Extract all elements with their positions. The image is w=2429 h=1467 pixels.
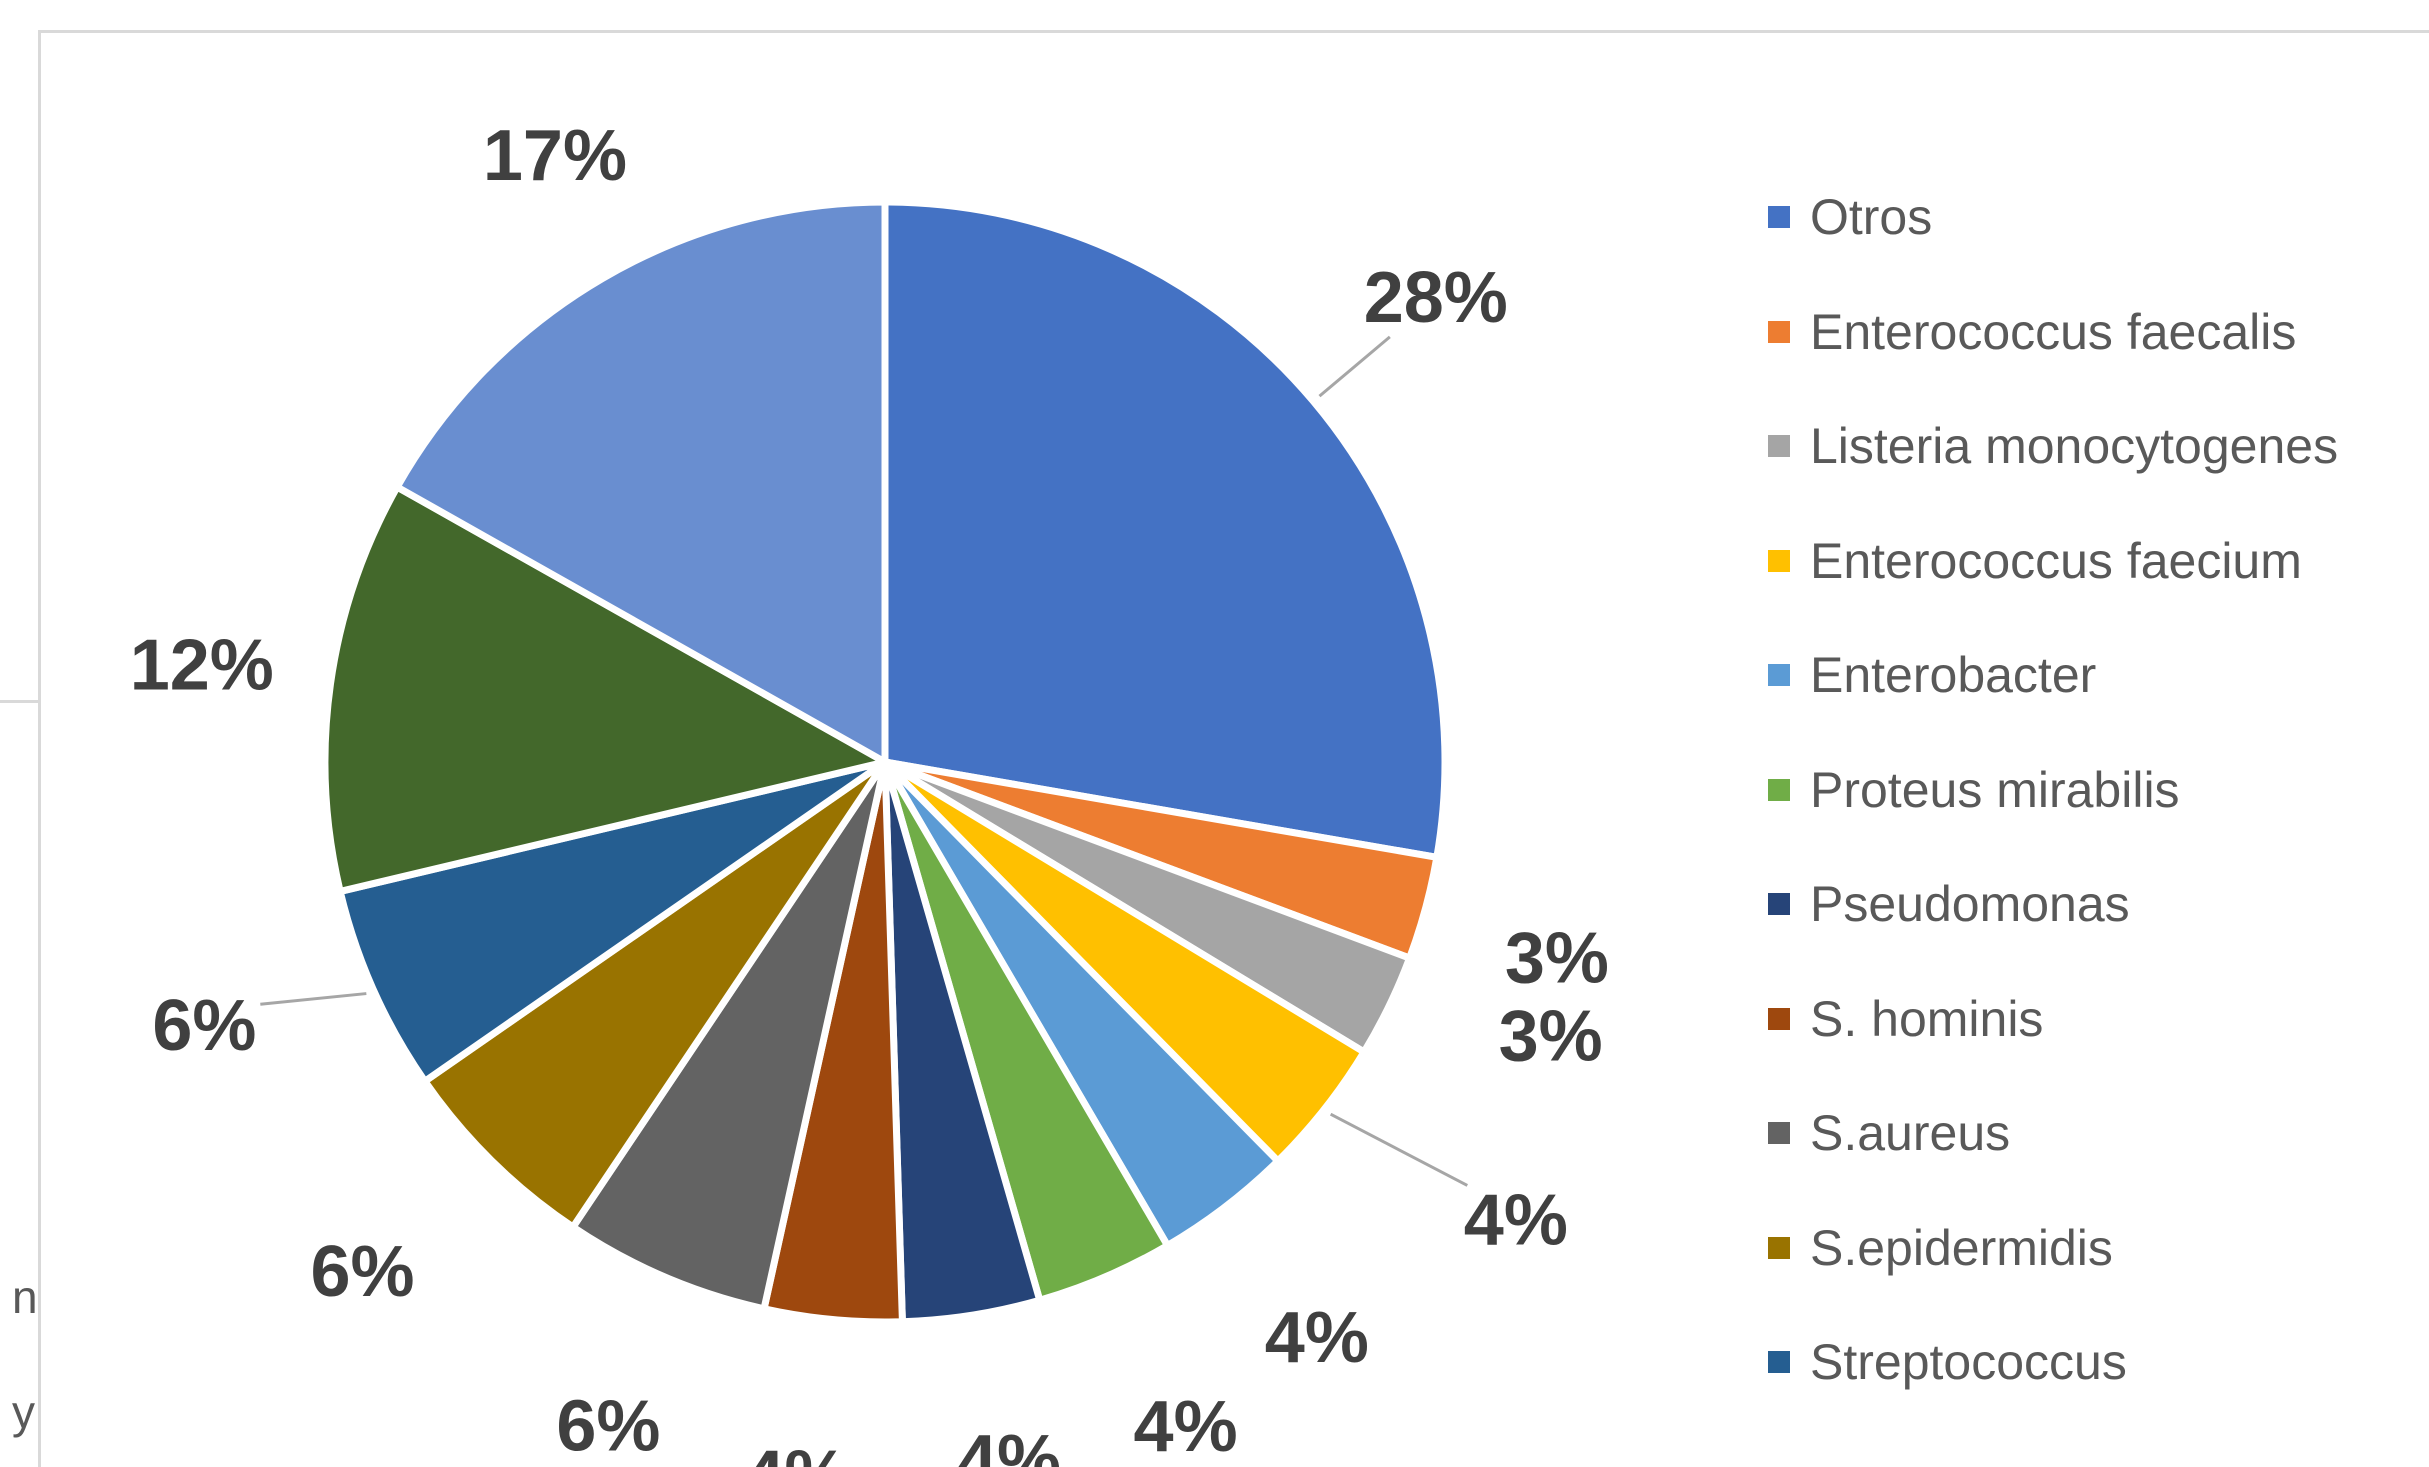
pie-slice-unlabeled-12 <box>393 198 889 766</box>
data-label-enterobacter: 4% <box>1265 1298 1369 1378</box>
legend-item-s-hominis: S. hominis <box>1768 962 2338 1077</box>
legend-label: Enterococcus faecium <box>1810 532 2302 589</box>
clipped-text-fragment: n <box>12 1271 38 1323</box>
data-label-unlabeled-11: 12% <box>130 626 274 706</box>
legend-item-otros: Otros <box>1768 160 2338 275</box>
leader-lines <box>260 335 1469 1187</box>
legend-swatch <box>1768 549 1790 572</box>
legend-swatch <box>1768 1351 1790 1374</box>
legend-item-listeria-monocytogenes: Listeria monocytogenes <box>1768 389 2338 504</box>
data-label-otros: 28% <box>1364 258 1508 338</box>
data-label-pseudomonas: 4% <box>957 1421 1061 1467</box>
data-label-s-aureus: 6% <box>556 1387 660 1467</box>
pie-slice-otros <box>881 198 1449 861</box>
legend-label: S. hominis <box>1810 990 2044 1047</box>
pie-slice-s-epidermidis <box>421 758 889 1231</box>
legend-item-enterobacter: Enterobacter <box>1768 618 2338 733</box>
legend-label: Pseudomonas <box>1810 876 2130 933</box>
data-label-streptococcus: 6% <box>152 986 256 1066</box>
pie-slice-unlabeled-11 <box>321 483 889 895</box>
legend-item-s-epidermidis: S.epidermidis <box>1768 1191 2338 1306</box>
leader-line-otros <box>1318 335 1391 398</box>
legend-swatch <box>1768 320 1790 343</box>
legend-swatch <box>1768 206 1790 229</box>
legend-label: Proteus mirabilis <box>1810 761 2180 818</box>
clipped-text-fragment: y <box>12 1386 35 1438</box>
data-label-enterococcus-faecium: 4% <box>1464 1181 1568 1261</box>
legend-item-enterococcus-faecium: Enterococcus faecium <box>1768 504 2338 619</box>
legend-swatch <box>1768 435 1790 458</box>
leader-line-streptococcus <box>260 992 367 1006</box>
legend-item-pseudomonas: Pseudomonas <box>1768 847 2338 962</box>
legend-item-proteus-mirabilis: Proteus mirabilis <box>1768 733 2338 848</box>
data-labels: 28% 3%3% 4% 4% 4% 4% 4% 6% 6% 6% 12% 17% <box>130 116 1609 1467</box>
pie-slices <box>321 198 1449 1326</box>
legend-item-enterococcus-faecalis: Enterococcus faecalis <box>1768 275 2338 390</box>
chart-legend: Otros Enterococcus faecalis Listeria monoc… <box>1768 160 2338 1420</box>
data-label-enterococcus-faecalis: 3% <box>1505 918 1609 998</box>
legend-swatch <box>1768 664 1790 687</box>
legend-swatch <box>1768 1122 1790 1145</box>
chart-area <box>38 30 2429 1467</box>
legend-swatch <box>1768 778 1790 801</box>
data-label-unlabeled-12: 17% <box>483 116 627 196</box>
data-label-s-epidermidis: 6% <box>311 1232 415 1312</box>
legend-label: Enterobacter <box>1810 647 2097 704</box>
legend-label: Otros <box>1810 189 1933 246</box>
pie-slice-s-aureus <box>569 758 889 1313</box>
legend-label: Enterococcus faecalis <box>1810 303 2297 360</box>
data-label-s-hominis: 4% <box>744 1437 848 1467</box>
pie-slice-streptococcus <box>336 758 889 1085</box>
data-label-listeria-monocytogenes: 3% <box>1499 996 1603 1076</box>
legend-item-s-aureus: S.aureus <box>1768 1076 2338 1191</box>
data-label-proteus-mirabilis: 4% <box>1134 1387 1238 1467</box>
background-divider <box>0 700 38 703</box>
legend-label: S.aureus <box>1810 1105 2011 1162</box>
legend-swatch <box>1768 893 1790 916</box>
legend-label: S.epidermidis <box>1810 1219 2113 1276</box>
legend-item-streptococcus: Streptococcus <box>1768 1305 2338 1420</box>
legend-swatch <box>1768 1007 1790 1030</box>
legend-label: Streptococcus <box>1810 1334 2127 1391</box>
legend-swatch <box>1768 1236 1790 1259</box>
leader-line-enterococcus-faecium <box>1329 1112 1469 1187</box>
legend-label: Listeria monocytogenes <box>1810 418 2339 475</box>
